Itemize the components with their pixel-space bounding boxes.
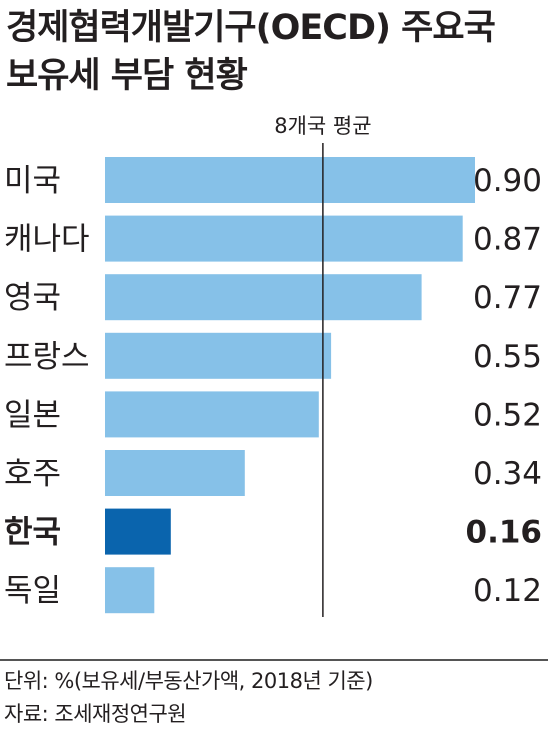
bar-2 — [105, 215, 463, 262]
category-label-7: 한국 — [4, 515, 61, 551]
bar-7 — [105, 508, 171, 555]
footer-divider — [0, 659, 548, 661]
value-label-4: 0.55 — [473, 339, 542, 375]
value-label-7: 0.16 — [466, 515, 543, 551]
chart-title: 경제협력개발기구(OECD) 주요국 보유세 부담 현황 — [6, 4, 496, 100]
bar-6 — [105, 450, 245, 496]
category-label-1: 미국 — [4, 163, 61, 199]
source-note: 자료: 조세재정연구원 — [4, 702, 187, 726]
bar-5 — [105, 391, 319, 438]
bar-3 — [105, 274, 422, 321]
category-label-6: 호주 — [4, 456, 61, 492]
bar-1 — [105, 157, 475, 203]
value-label-8: 0.12 — [473, 573, 542, 609]
value-label-5: 0.52 — [473, 397, 542, 433]
bar-8 — [105, 567, 155, 614]
chart-title-line-2: 보유세 부담 현황 — [6, 56, 248, 96]
category-label-3: 영국 — [4, 280, 61, 316]
value-label-6: 0.34 — [473, 456, 542, 492]
category-label-4: 프랑스 — [4, 339, 90, 375]
category-label-8: 독일 — [4, 573, 61, 609]
bar-4 — [105, 332, 332, 379]
average-reference-label: 8개국 평균 — [274, 114, 371, 138]
bar-chart: 미국 0.90 캐나다 0.87 영국 0.77 프랑스 0.55 일본 0.52 호주 0.34 한국… — [4, 114, 543, 617]
category-label-2: 캐나다 — [4, 222, 90, 258]
category-label-5: 일본 — [4, 397, 61, 433]
value-label-2: 0.87 — [473, 222, 542, 258]
unit-note: 단위: %(보유세/부동산가액, 2018년 기준) — [4, 669, 373, 693]
chart-title-line-1: 경제협력개발기구(OECD) 주요국 — [6, 8, 496, 48]
value-label-1: 0.90 — [473, 163, 542, 199]
value-label-3: 0.77 — [473, 280, 542, 316]
